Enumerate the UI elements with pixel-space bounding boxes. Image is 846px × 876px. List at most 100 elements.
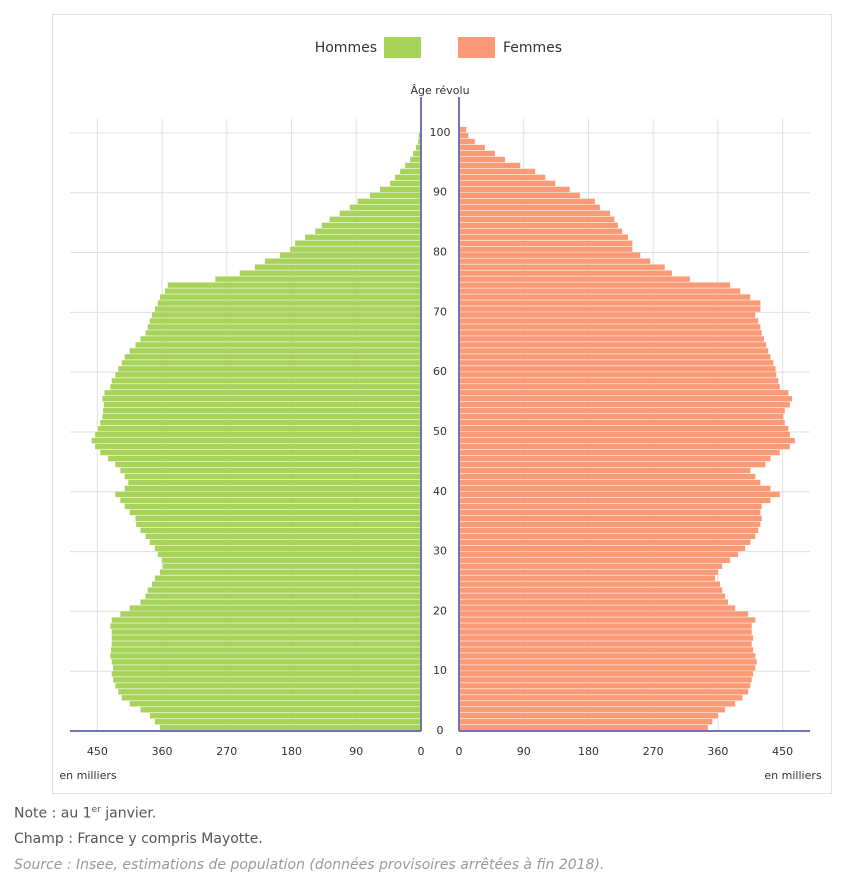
bar [410,156,421,163]
bar [459,210,611,217]
bar [118,689,421,695]
y-tick-label: 60 [433,365,447,378]
bar [103,402,421,408]
bar [459,132,469,139]
bar [459,324,761,330]
bar [459,204,600,211]
bar [118,366,421,372]
bar [121,360,421,366]
bar [254,264,421,270]
bar [459,126,467,133]
legend-swatch [458,37,495,58]
bar [459,162,521,169]
bar [280,252,421,258]
bar [459,461,766,468]
bar [154,545,421,551]
bar [459,372,777,378]
bar [121,695,421,701]
bar [120,467,421,474]
bar [459,198,595,205]
bar [357,198,421,205]
x-tick-label: 360 [707,745,728,758]
bar [159,569,422,575]
legend-label: Hommes [315,40,377,56]
bar [215,276,421,282]
bar [157,300,421,306]
bar [418,138,421,145]
bar [95,431,421,438]
bar [459,443,790,450]
x-tick-label: 450 [87,745,108,758]
bar [380,186,421,193]
bar [459,240,633,246]
bar [459,647,754,653]
bar [145,330,422,336]
bar [140,527,421,534]
bar [124,473,421,480]
bar [115,461,421,468]
bar [369,192,421,199]
chart-frame [52,14,832,794]
bar [115,683,421,689]
bar [239,270,421,276]
bar [459,168,536,175]
bar [149,318,421,324]
bar [459,551,739,557]
bar [459,605,736,611]
note: Note : au 1er janvier. [14,805,156,822]
bar [459,354,771,360]
bar [459,264,665,270]
bar [459,515,762,522]
bar [459,318,759,324]
bar [459,150,495,157]
bar [459,336,764,342]
bar [459,479,761,486]
x-tick-label: 0 [456,745,463,758]
bar [162,557,422,563]
bar [459,419,785,426]
bar [315,228,421,234]
bar [102,414,421,420]
y-axis-label: Âge révolu [410,84,469,97]
bar [91,437,421,444]
bar [459,288,741,294]
bar [459,258,651,264]
bar [111,641,421,647]
bar [459,455,771,462]
bar [329,216,421,223]
bar [140,336,421,342]
bar [459,360,774,366]
bar [459,569,718,575]
bar [400,168,421,175]
bar [124,503,421,510]
bar [459,431,790,438]
bar [135,342,421,348]
bar [459,491,780,498]
bar [459,378,779,384]
bar [157,551,421,557]
x-tick-label: 90 [517,745,531,758]
bar [111,635,421,641]
bar [129,509,421,516]
x-tick-label: 270 [216,745,237,758]
bar [459,533,756,540]
bar [459,467,751,474]
bar [459,581,721,587]
bar [413,150,421,157]
bar [459,635,754,641]
bar [459,623,752,629]
bar [459,671,754,677]
bar [264,258,421,264]
bar [159,725,422,731]
bar [136,521,422,528]
x-axis-label: en milliers [764,769,821,782]
bar [154,719,421,725]
bar [459,246,633,252]
bar [459,414,784,420]
bar [459,539,751,545]
note-text: janvier. [100,805,157,822]
bar [459,725,708,731]
bar [459,300,761,306]
bar [459,270,672,276]
bar [459,683,751,689]
